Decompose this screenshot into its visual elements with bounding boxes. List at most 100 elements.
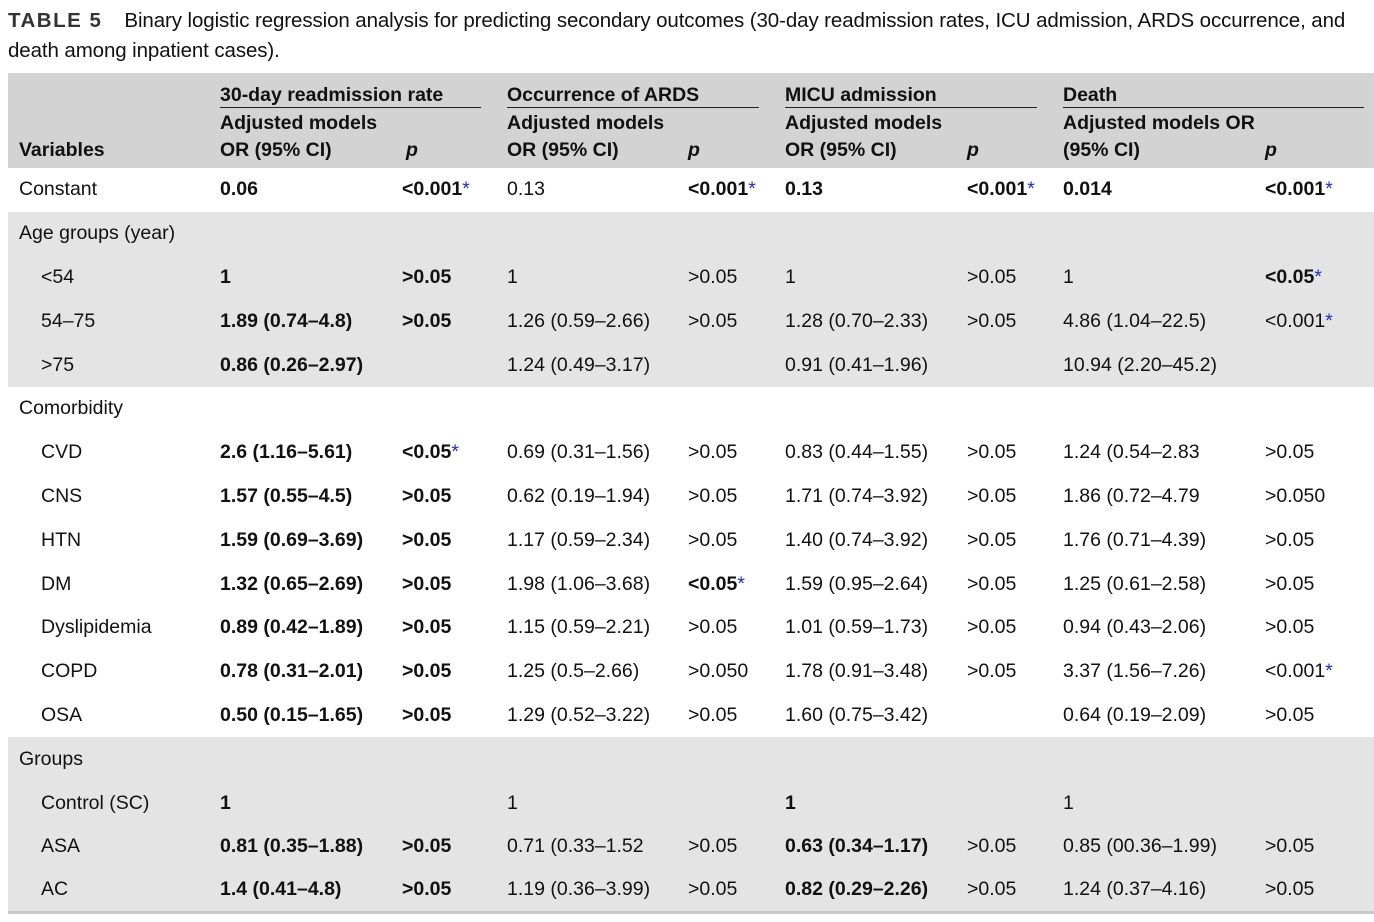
- or-value-cell: 0.69 (0.31–1.56): [503, 431, 688, 475]
- p-value: >0.05: [688, 441, 738, 464]
- table-label: TABLE 5: [8, 9, 103, 32]
- significance-asterisk: *: [1027, 178, 1035, 201]
- odds-ratio: 0.06: [220, 178, 258, 201]
- odds-ratio: 0.85 (00.36–1.99): [1063, 835, 1217, 858]
- row-label: DM: [41, 572, 72, 595]
- p-value-cell: >0.05: [402, 650, 503, 694]
- row-label: Control (SC): [41, 791, 150, 814]
- odds-ratio: 0.94 (0.43–2.06): [1063, 616, 1207, 639]
- p-value-cell: <0.001*: [688, 168, 781, 212]
- p-value: >0.05: [967, 441, 1017, 464]
- p-value: <0.001: [688, 178, 749, 201]
- odds-ratio: 1: [507, 791, 518, 814]
- or-value-cell: 0.91 (0.41–1.96): [781, 343, 967, 387]
- odds-ratio: 1.4 (0.41–4.8): [220, 878, 342, 901]
- table-row: <54 1 >0.05 1 >0.05 1 >0.05 1 <0.05*: [8, 255, 1374, 300]
- p-value: >0.05: [967, 660, 1017, 683]
- p-value: >0.05: [402, 528, 452, 551]
- odds-ratio: 0.13: [785, 178, 823, 201]
- odds-ratio: 0.69 (0.31–1.56): [507, 441, 651, 464]
- or-value-cell: 1.71 (0.74–3.92): [781, 475, 967, 519]
- row-label: >75: [41, 353, 75, 376]
- p-value-cell: <0.001*: [1265, 168, 1374, 212]
- p-value: >0.05: [402, 878, 452, 901]
- odds-ratio: 10.94 (2.20–45.2): [1063, 353, 1217, 376]
- or-value-cell: 1.4 (0.41–4.8): [216, 869, 402, 913]
- table-row: 54–75 1.89 (0.74–4.8) >0.05 1.26 (0.59–2.66…: [8, 299, 1374, 344]
- p-value-cell: [402, 781, 503, 825]
- table-row: Dyslipidemia 0.89 (0.42–1.89) >0.05 1.15 (0…: [8, 606, 1374, 650]
- or-value-cell: 0.63 (0.34–1.17): [781, 825, 967, 869]
- header-ards-sub2: OR (95% CI): [507, 139, 619, 161]
- p-value: >0.05: [402, 484, 452, 507]
- p-value-cell: >0.050: [1265, 475, 1374, 519]
- p-value: >0.05: [688, 528, 738, 551]
- table-row: >75 0.86 (0.26–2.97) 1.24 (0.49–3.17) 0.91 …: [8, 343, 1374, 387]
- header-readmission-p: p: [406, 139, 418, 161]
- significance-asterisk: *: [1314, 265, 1322, 288]
- odds-ratio: 1.25 (0.5–2.66): [507, 660, 640, 683]
- p-value: >0.05: [967, 835, 1017, 858]
- header-ards: Occurrence of ARDS: [507, 83, 759, 108]
- p-value: >0.05: [402, 703, 452, 726]
- or-value-cell: 1.59 (0.69–3.69): [216, 518, 402, 562]
- p-value: >0.05: [402, 616, 452, 639]
- or-value-cell: 1.25 (0.5–2.66): [503, 650, 688, 694]
- p-value-cell: >0.05: [967, 518, 1059, 562]
- odds-ratio: 1.59 (0.95–2.64): [785, 572, 929, 595]
- p-value-cell: [967, 387, 1059, 431]
- or-value-cell: [1059, 212, 1265, 256]
- p-value-cell: >0.05: [967, 562, 1059, 606]
- p-value-cell: >0.05: [402, 606, 503, 650]
- p-value-cell: >0.05: [967, 825, 1059, 869]
- regression-table: Variables 30-day readmission rate Adjust…: [8, 73, 1374, 914]
- significance-asterisk: *: [1325, 178, 1333, 201]
- p-value: >0.050: [688, 660, 749, 683]
- p-value-cell: >0.05: [967, 475, 1059, 519]
- p-value-cell: >0.05: [688, 694, 781, 738]
- or-value-cell: 0.62 (0.19–1.94): [503, 475, 688, 519]
- table-row: Constant 0.06 <0.001* 0.13 <0.001* 0.13 <0.001…: [8, 168, 1374, 212]
- p-value: >0.05: [1265, 616, 1315, 639]
- p-value-cell: >0.05: [1265, 431, 1374, 475]
- or-value-cell: 1.32 (0.65–2.69): [216, 562, 402, 606]
- p-value-cell: >0.05: [688, 825, 781, 869]
- row-label: OSA: [41, 703, 83, 726]
- header-readmission-sub2: OR (95% CI): [220, 139, 332, 161]
- or-value-cell: [216, 212, 402, 256]
- p-value-cell: [967, 694, 1059, 738]
- or-value-cell: 1.98 (1.06–3.68): [503, 562, 688, 606]
- table-row: Comorbidity: [8, 387, 1374, 431]
- or-value-cell: [1059, 737, 1265, 781]
- table-row: DM 1.32 (0.65–2.69) >0.05 1.98 (1.06–3.68) <…: [8, 562, 1374, 606]
- odds-ratio: 0.91 (0.41–1.96): [785, 353, 929, 376]
- odds-ratio: 1: [785, 791, 796, 814]
- p-value-cell: [1265, 781, 1374, 825]
- p-value: >0.05: [402, 660, 452, 683]
- table-body: Constant 0.06 <0.001* 0.13 <0.001* 0.13 <0.001…: [8, 168, 1374, 913]
- odds-ratio: 0.82 (0.29–2.26): [785, 878, 929, 901]
- or-value-cell: 1.24 (0.54–2.83: [1059, 431, 1265, 475]
- p-value: >0.05: [688, 309, 738, 332]
- odds-ratio: 0.62 (0.19–1.94): [507, 484, 651, 507]
- odds-ratio: 1.24 (0.54–2.83: [1063, 441, 1200, 464]
- odds-ratio: 1.26 (0.59–2.66): [507, 309, 651, 332]
- or-value-cell: 1.57 (0.55–4.5): [216, 475, 402, 519]
- p-value-cell: [688, 737, 781, 781]
- p-value-cell: >0.05: [1265, 518, 1374, 562]
- odds-ratio: 1.01 (0.59–1.73): [785, 616, 929, 639]
- odds-ratio: 1.25 (0.61–2.58): [1063, 572, 1207, 595]
- odds-ratio: 1.71 (0.74–3.92): [785, 484, 929, 507]
- p-value-cell: >0.05: [402, 694, 503, 738]
- odds-ratio: 1.17 (0.59–2.34): [507, 528, 651, 551]
- or-value-cell: 1.19 (0.36–3.99): [503, 869, 688, 913]
- p-value-cell: >0.05: [967, 256, 1059, 300]
- odds-ratio: 2.6 (1.16–5.61): [220, 441, 353, 464]
- header-micu: MICU admission: [785, 83, 1037, 108]
- odds-ratio: 1: [507, 265, 518, 288]
- p-value: >0.05: [967, 528, 1017, 551]
- p-value: >0.05: [688, 616, 738, 639]
- p-value-cell: >0.05: [688, 431, 781, 475]
- p-value: <0.05: [402, 441, 452, 464]
- odds-ratio: 1.32 (0.65–2.69): [220, 572, 364, 595]
